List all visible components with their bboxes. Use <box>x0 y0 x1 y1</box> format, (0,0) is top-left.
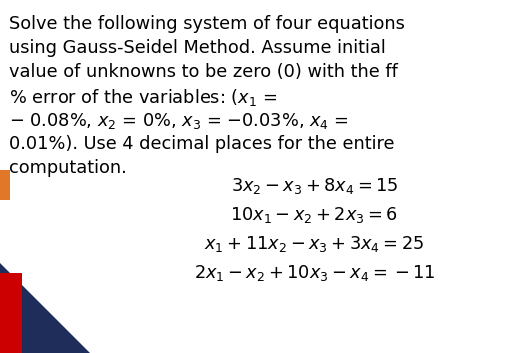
Text: $x_1 + 11x_2 - x_3 + 3x_4 = 25$: $x_1 + 11x_2 - x_3 + 3x_4 = 25$ <box>204 234 424 255</box>
Text: % error of the variables: ($x_1$ =: % error of the variables: ($x_1$ = <box>9 87 277 108</box>
Text: $2x_1 - x_2 + 10x_3 - x_4 = -11$: $2x_1 - x_2 + 10x_3 - x_4 = -11$ <box>194 263 435 283</box>
Text: $3x_2 - x_3 + 8x_4 = 15$: $3x_2 - x_3 + 8x_4 = 15$ <box>231 176 398 197</box>
Text: $-$ 0.08%, $x_2$ = 0%, $x_3$ = $-$0.03%, $x_4$ =: $-$ 0.08%, $x_2$ = 0%, $x_3$ = $-$0.03%,… <box>9 111 349 131</box>
Text: 0.01%). Use 4 decimal places for the entire: 0.01%). Use 4 decimal places for the ent… <box>9 135 394 153</box>
Text: using Gauss-Seidel Method. Assume initial: using Gauss-Seidel Method. Assume initia… <box>9 39 386 57</box>
Text: $10x_1 - x_2 + 2x_3 = 6$: $10x_1 - x_2 + 2x_3 = 6$ <box>230 205 399 226</box>
Text: computation.: computation. <box>9 159 127 177</box>
Text: Solve the following system of four equations: Solve the following system of four equat… <box>9 15 405 33</box>
Text: value of unknowns to be zero (0) with the ff: value of unknowns to be zero (0) with th… <box>9 63 398 81</box>
